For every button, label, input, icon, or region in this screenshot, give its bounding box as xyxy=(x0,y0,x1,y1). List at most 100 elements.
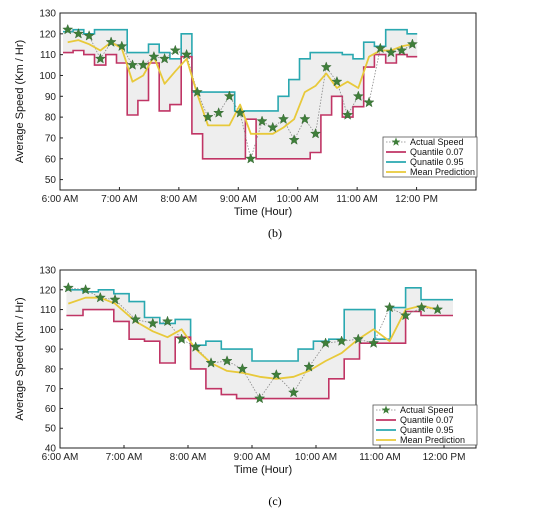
x-tick-label: 6:00 AM xyxy=(42,452,79,463)
series-quantile-lower-line xyxy=(66,308,453,400)
actual-speed-point xyxy=(363,96,375,108)
x-axis-label: Time (Hour) xyxy=(234,464,292,476)
actual-speed-point xyxy=(62,23,74,35)
y-tick-label: 90 xyxy=(45,345,57,356)
actual-speed-point xyxy=(288,386,300,398)
actual-speed-point xyxy=(62,282,74,293)
y-tick-label: 40 xyxy=(45,444,57,455)
y-axis-label: Average Speed (Km / Hr) xyxy=(14,297,26,420)
actual-speed-point xyxy=(406,38,418,49)
legend-label: Actual Speed xyxy=(400,405,454,415)
actual-speed-point xyxy=(400,309,412,321)
actual-speed-point xyxy=(310,128,322,139)
y-tick-label: 100 xyxy=(39,71,56,82)
chart-c: 40 50 60 70 80 90 100 110 120 130 6:00 AM 7:00 AM 8:… xyxy=(14,266,478,508)
actual-speed-point xyxy=(221,355,233,366)
actual-speed-point xyxy=(416,301,428,313)
actual-speed-point xyxy=(336,335,348,346)
y-tick-label: 110 xyxy=(40,50,56,61)
actual-speed-point xyxy=(303,361,315,372)
plot-frame xyxy=(59,12,477,191)
figure-caption: (c) xyxy=(268,494,281,508)
y-tick-label: 130 xyxy=(39,266,56,277)
legend-star-icon xyxy=(381,405,391,414)
actual-speed-point xyxy=(299,113,311,124)
legend-box xyxy=(372,404,478,446)
actual-speed-point xyxy=(191,86,203,97)
actual-speed-point xyxy=(169,44,181,56)
actual-speed-point xyxy=(288,134,300,145)
legend-label: Quantile 0.07 xyxy=(400,415,454,425)
y-tick-label: 120 xyxy=(39,29,56,40)
y-tick-label: 50 xyxy=(45,175,57,186)
y-tick-label: 80 xyxy=(45,364,57,375)
y-tick-label: 80 xyxy=(45,113,57,124)
actual-speed-point xyxy=(116,40,128,51)
chart-b: 50 60 70 80 90 100 110 120 130 6:00 AM 7:00 AM 8:00… xyxy=(14,9,478,240)
actual-speed-point xyxy=(80,284,92,295)
y-tick-label: 130 xyxy=(39,9,56,20)
y-tick-label: 100 xyxy=(39,325,56,336)
actual-speed-point xyxy=(148,50,160,62)
actual-speed-point xyxy=(234,107,246,118)
y-tick-label: 50 xyxy=(45,424,57,435)
x-tick-label: 8:00 AM xyxy=(161,194,198,205)
actual-speed-point xyxy=(277,113,289,124)
x-tick-label: 9:00 AM xyxy=(234,452,271,463)
actual-speed-point xyxy=(432,303,444,315)
actual-speed-point xyxy=(352,333,364,344)
actual-speed-point xyxy=(176,333,188,344)
y-axis-label: Average Speed (Km / Hr) xyxy=(14,40,26,163)
legend-label: Qunatile 0.95 xyxy=(410,157,464,167)
actual-speed-point xyxy=(147,317,159,329)
series-quantile-upper-line xyxy=(66,287,453,362)
actual-speed-point xyxy=(205,357,217,368)
actual-speed-point xyxy=(105,36,117,47)
actual-speed-point xyxy=(109,293,121,305)
x-tick-label: 11:00 AM xyxy=(336,194,378,205)
y-tick-label: 70 xyxy=(45,384,57,395)
legend-label: Quantile 0.07 xyxy=(410,147,464,157)
series-quantile-lower-line xyxy=(63,49,418,160)
actual-speed-point xyxy=(254,392,266,404)
x-tick-label: 8:00 AM xyxy=(170,452,207,463)
actual-speed-point xyxy=(127,59,138,70)
figure-caption: (b) xyxy=(268,226,282,240)
legend-label: Quantile 0.95 xyxy=(400,425,454,435)
actual-speed-point xyxy=(396,44,408,56)
y-tick-label: 60 xyxy=(45,404,57,415)
series-mean-line xyxy=(67,39,413,135)
x-tick-label: 10:00 AM xyxy=(295,452,337,463)
plot-frame xyxy=(59,269,477,449)
actual-speed-point xyxy=(368,337,380,348)
actual-speed-point xyxy=(162,315,174,327)
actual-speed-point xyxy=(331,75,343,87)
x-tick-label: 6:00 AM xyxy=(42,194,79,205)
legend-label: Actual Speed xyxy=(410,137,464,147)
actual-speed-point xyxy=(236,363,248,374)
actual-speed-point xyxy=(385,46,397,58)
legend-label: Mean Prediction xyxy=(400,435,465,445)
x-tick-label: 11:00 AM xyxy=(359,452,401,463)
series-actual-line xyxy=(68,287,438,400)
x-axis-label: Time (Hour) xyxy=(234,206,292,218)
y-tick-label: 70 xyxy=(45,133,57,144)
actual-speed-point xyxy=(320,61,332,72)
actual-speed-point xyxy=(159,53,171,64)
y-tick-label: 110 xyxy=(40,305,56,316)
x-tick-label: 12:00 PM xyxy=(395,194,438,205)
actual-speed-point xyxy=(374,42,386,54)
actual-speed-point xyxy=(202,111,214,122)
x-tick-label: 9:00 AM xyxy=(220,194,257,205)
x-tick-label: 12:00 PM xyxy=(423,452,466,463)
actual-speed-point xyxy=(320,337,332,348)
actual-speed-point xyxy=(256,115,268,126)
actual-speed-point xyxy=(213,107,225,118)
actual-speed-point xyxy=(352,90,364,101)
quantile-band xyxy=(66,287,454,399)
actual-speed-point xyxy=(267,121,279,133)
actual-speed-point xyxy=(94,53,106,64)
actual-speed-point xyxy=(190,341,202,352)
y-tick-label: 120 xyxy=(39,285,56,296)
y-tick-label: 90 xyxy=(45,92,57,103)
